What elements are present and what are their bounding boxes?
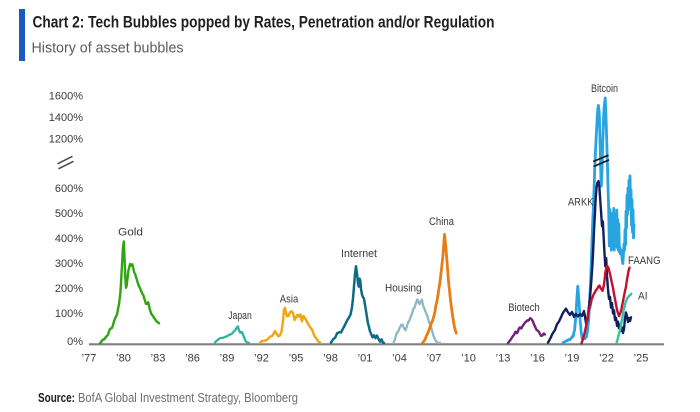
svg-text:600%: 600% bbox=[55, 183, 83, 195]
svg-text:BofA Global Investment Strateg: BofA Global Investment Strategy, Bloombe… bbox=[78, 390, 298, 405]
svg-text:’98: ’98 bbox=[323, 353, 338, 365]
svg-text:’16: ’16 bbox=[530, 353, 545, 365]
svg-text:’22: ’22 bbox=[599, 353, 614, 365]
svg-text:200%: 200% bbox=[55, 283, 83, 295]
svg-text:Gold: Gold bbox=[118, 227, 143, 239]
svg-text:100%: 100% bbox=[55, 308, 83, 320]
svg-text:FAANG: FAANG bbox=[628, 255, 661, 267]
svg-text:AI: AI bbox=[638, 291, 648, 303]
svg-text:’83: ’83 bbox=[151, 353, 166, 365]
svg-text:ARKK: ARKK bbox=[568, 197, 594, 209]
svg-text:’86: ’86 bbox=[185, 353, 200, 365]
svg-text:500%: 500% bbox=[55, 208, 83, 220]
svg-text:Bitcoin: Bitcoin bbox=[591, 83, 618, 95]
svg-text:Housing: Housing bbox=[385, 283, 422, 295]
svg-text:’04: ’04 bbox=[392, 353, 407, 365]
svg-text:Asia: Asia bbox=[280, 294, 299, 306]
svg-text:China: China bbox=[429, 216, 454, 228]
svg-text:’01: ’01 bbox=[358, 353, 373, 365]
svg-text:Internet: Internet bbox=[341, 248, 377, 260]
svg-text:History of asset bubbles: History of asset bubbles bbox=[32, 40, 184, 57]
svg-text:1400%: 1400% bbox=[49, 112, 83, 124]
svg-text:’10: ’10 bbox=[461, 353, 476, 365]
svg-text:’80: ’80 bbox=[116, 353, 131, 365]
svg-text:Source:: Source: bbox=[38, 390, 75, 405]
svg-text:’92: ’92 bbox=[254, 353, 269, 365]
svg-text:’07: ’07 bbox=[427, 353, 442, 365]
svg-text:’19: ’19 bbox=[565, 353, 580, 365]
svg-text:0%: 0% bbox=[67, 336, 83, 348]
svg-text:1200%: 1200% bbox=[49, 134, 83, 146]
svg-text:Chart 2: Tech Bubbles popped b: Chart 2: Tech Bubbles popped by Rates, P… bbox=[33, 14, 495, 32]
svg-text:Biotech: Biotech bbox=[508, 302, 540, 314]
svg-text:’89: ’89 bbox=[220, 353, 235, 365]
svg-text:’95: ’95 bbox=[289, 353, 304, 365]
svg-text:’77: ’77 bbox=[82, 353, 97, 365]
svg-text:400%: 400% bbox=[55, 233, 83, 245]
svg-text:’13: ’13 bbox=[496, 353, 511, 365]
svg-text:Japan: Japan bbox=[228, 310, 252, 322]
svg-text:300%: 300% bbox=[55, 258, 83, 270]
svg-text:1600%: 1600% bbox=[49, 91, 83, 103]
svg-text:’25: ’25 bbox=[634, 353, 649, 365]
